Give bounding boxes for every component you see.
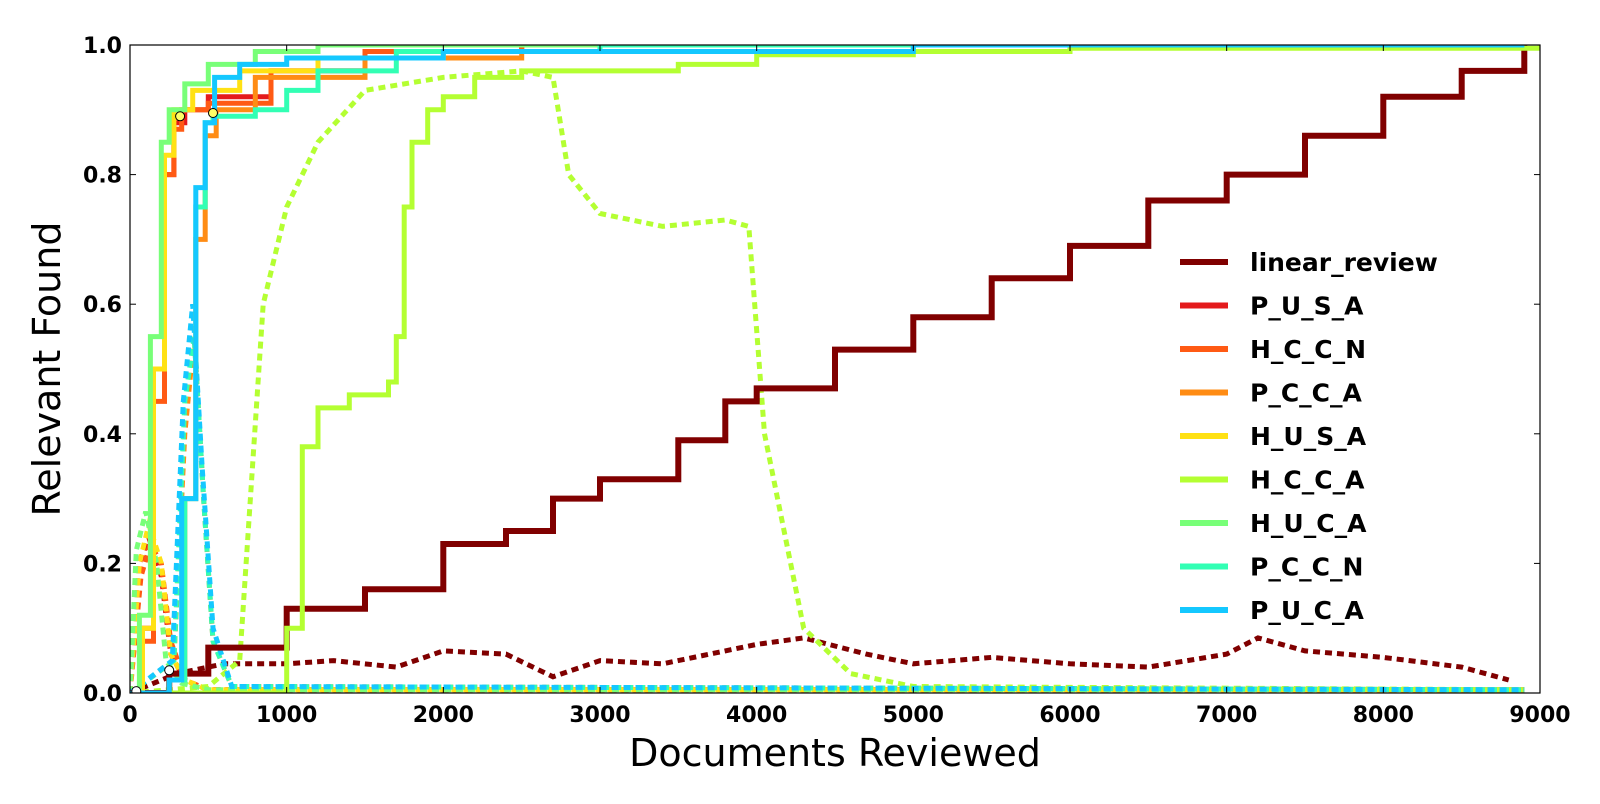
axis-ticks: 0 1000 2000 3000 4000 5000 6000 7000 8000 9000 0.0… <box>83 34 1571 728</box>
series-line-h-c-c-a <box>130 45 1540 693</box>
rate-line-h-u-c-a <box>130 511 1525 693</box>
legend-label-h-u-c-a: H_U_C_A <box>1250 509 1367 538</box>
legend-label-p-u-c-a: P_U_C_A <box>1250 596 1364 625</box>
point-marker-1 <box>208 108 218 118</box>
rate-line-h-c-c-a <box>130 68 1525 693</box>
x-tick-label: 6000 <box>1039 703 1100 728</box>
legend-label-p-c-c-a: P_C_C_A <box>1250 379 1363 408</box>
x-tick-label: 5000 <box>883 703 944 728</box>
legend-label-h-c-c-a: H_C_C_A <box>1250 466 1365 495</box>
series-line-linear-review <box>130 45 1528 693</box>
y-tick-label: 0.6 <box>83 293 122 318</box>
y-tick-label: 0.8 <box>83 164 122 189</box>
x-tick-label: 3000 <box>569 703 630 728</box>
series-line-p-u-c-a <box>130 45 1525 693</box>
y-tick-label: 0.4 <box>83 423 122 448</box>
legend-label-p-u-s-a: P_U_S_A <box>1250 292 1364 321</box>
y-axis-title: Relevant Found <box>25 222 69 517</box>
point-marker-0 <box>175 111 186 122</box>
x-tick-label: 2000 <box>413 703 474 728</box>
legend-label-h-c-c-n: H_C_C_N <box>1250 335 1366 364</box>
point-marker-2 <box>164 665 175 676</box>
y-tick-label: 0.0 <box>83 682 122 707</box>
x-tick-label: 0 <box>122 703 137 728</box>
x-tick-label: 9000 <box>1509 703 1570 728</box>
x-tick-label: 4000 <box>726 703 787 728</box>
x-axis-title: Documents Reviewed <box>629 731 1041 775</box>
legend-label-h-u-s-a: H_U_S_A <box>1250 422 1367 451</box>
plot-content <box>130 45 1540 693</box>
x-tick-label: 1000 <box>256 703 317 728</box>
legend: linear_review P_U_S_A H_C_C_N P_C_C_A H_U_S_… <box>1180 248 1438 625</box>
legend-label-p-c-c-n: P_C_C_N <box>1250 553 1363 582</box>
x-tick-label: 8000 <box>1353 703 1414 728</box>
plot-frame <box>129 44 1541 694</box>
rate-line-p-u-c-a <box>130 303 1525 693</box>
series-line-h-u-c-a <box>130 45 1525 693</box>
y-tick-label: 1.0 <box>83 34 122 59</box>
series-line-p-c-c-n <box>130 45 1525 693</box>
rate-line-linear-review <box>130 635 1510 693</box>
x-tick-label: 7000 <box>1196 703 1257 728</box>
legend-label-linear-review: linear_review <box>1250 248 1438 277</box>
y-tick-label: 0.2 <box>83 552 122 577</box>
point-marker-3 <box>131 686 142 693</box>
